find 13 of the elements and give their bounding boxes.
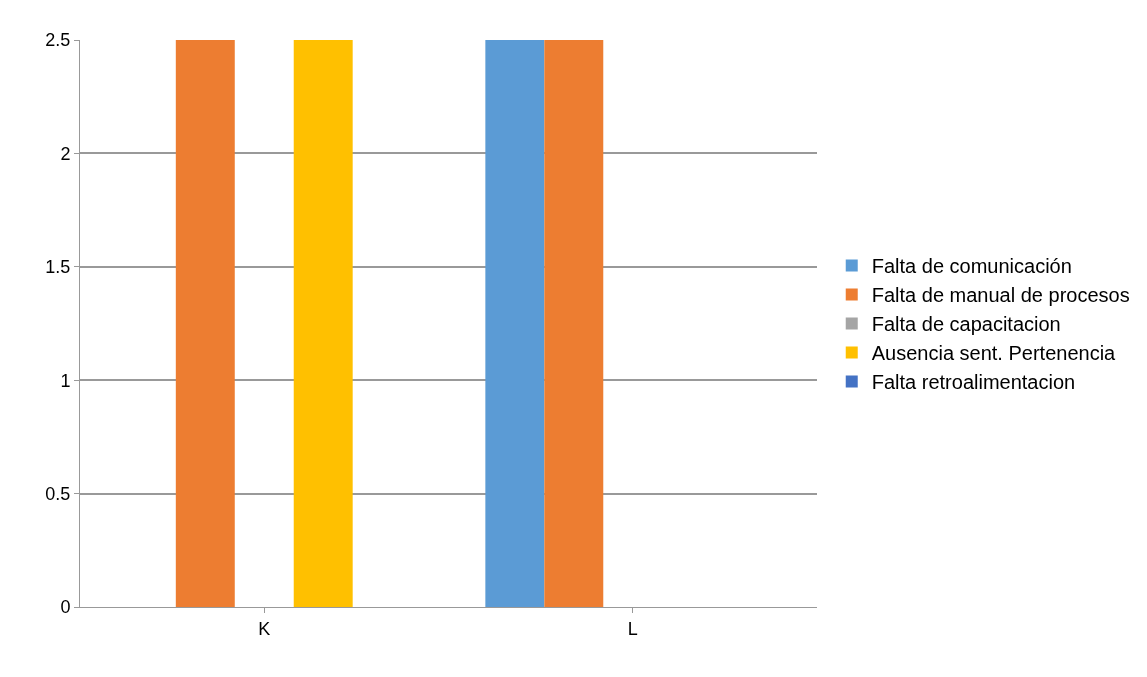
x-tick-label: K: [258, 618, 271, 639]
y-tick-label: 2.5: [45, 30, 71, 51]
y-tick-label: 2: [60, 143, 71, 164]
y-tick-label: 0.5: [45, 483, 71, 504]
legend-label: Falta de capacitacion: [871, 313, 1061, 336]
y-tick-label: 1.5: [45, 257, 71, 278]
x-tick-label: L: [627, 618, 638, 639]
y-tick-label: 1: [60, 370, 71, 391]
legend-label: Falta retroalimentacion: [871, 371, 1076, 394]
legend-label: Ausencia sent. Pertenencia: [871, 342, 1117, 365]
y-tick-label: 0: [60, 597, 71, 618]
legend-label: Falta de comunicación: [871, 255, 1072, 278]
legend-label: Falta de manual de procesos: [871, 284, 1130, 307]
